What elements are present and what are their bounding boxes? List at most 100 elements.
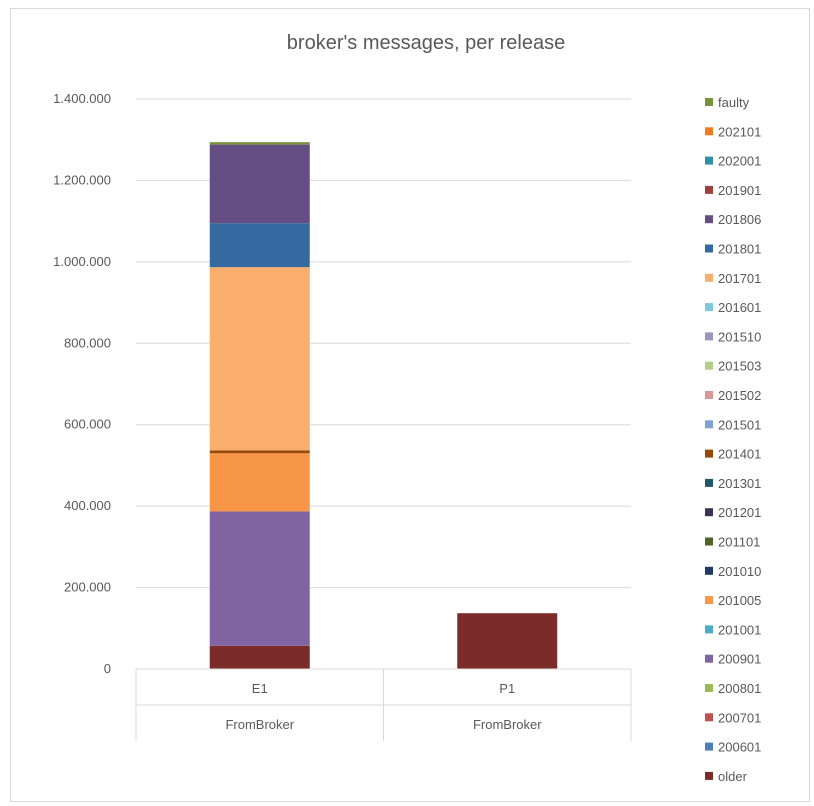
bar-segment-older-P1 [457, 613, 558, 669]
legend-item: 201401 [705, 447, 761, 462]
legend-label: 202101 [718, 124, 761, 139]
legend-swatch [705, 596, 713, 605]
legend-label: 201901 [718, 183, 761, 198]
y-tick-label: 200.000 [64, 580, 111, 595]
legend-item: 201801 [705, 242, 761, 257]
legend-swatch [705, 713, 713, 722]
y-tick-label: 800.000 [64, 335, 111, 350]
y-tick-label: 0 [104, 661, 111, 676]
legend-swatch [705, 185, 713, 194]
legend-label: 201801 [718, 242, 761, 257]
legend-label: 201502 [718, 388, 761, 403]
legend-item: 201001 [705, 622, 761, 637]
legend-item: 202001 [705, 154, 761, 169]
x-category-label: P1 [499, 681, 515, 696]
x-category-label: E1 [252, 681, 268, 696]
legend-item: 201510 [705, 329, 761, 344]
bar-segment-201801-E1 [209, 223, 310, 268]
legend-label: 201001 [718, 622, 761, 637]
chart-area: broker's messages, per release 0 200.000 4… [10, 8, 810, 802]
legend-item: 202101 [705, 124, 761, 139]
legend-label: 201401 [718, 447, 761, 462]
legend-label: 200701 [718, 710, 761, 725]
legend-label: 201201 [718, 505, 761, 520]
legend-item: older [705, 769, 748, 784]
legend: faulty 202101 202001 201901 201806 201801 2017… [705, 95, 761, 784]
y-tick-label: 600.000 [64, 417, 111, 432]
legend-swatch [705, 420, 713, 429]
bar-segment-201401-E1 [209, 450, 310, 454]
legend-item: 201005 [705, 593, 761, 608]
legend-label: 201806 [718, 212, 761, 227]
bar-segment-201005-E1 [209, 453, 310, 512]
chart-title: broker's messages, per release [287, 32, 565, 54]
legend-item: 201806 [705, 212, 761, 227]
legend-item: faulty [705, 95, 750, 110]
legend-item: 201501 [705, 417, 761, 432]
legend-item: 200901 [705, 652, 761, 667]
stacked-bar-chart: broker's messages, per release 0 200.000 4… [53, 32, 761, 784]
legend-swatch [705, 654, 713, 663]
legend-swatch [705, 127, 713, 136]
legend-swatch [705, 684, 713, 692]
bar-segment-201701-E1 [209, 267, 310, 451]
y-tick-label: 1.200.000 [53, 172, 111, 187]
legend-label: 200801 [718, 681, 761, 696]
bars [209, 142, 558, 669]
y-axis-tick-labels: 0 200.000 400.000 600.000 800.000 1.000.000 1.… [53, 91, 111, 676]
legend-item: 200801 [705, 681, 761, 696]
legend-swatch [705, 537, 713, 546]
legend-label: 201501 [718, 417, 761, 432]
legend-label: 201005 [718, 593, 761, 608]
y-tick-label: 1.000.000 [53, 254, 111, 269]
bar-segment-faulty-E1 [209, 142, 310, 145]
legend-swatch [705, 98, 713, 106]
legend-label: faulty [718, 95, 750, 110]
legend-label: 201010 [718, 564, 761, 579]
legend-swatch [705, 742, 713, 751]
y-tick-label: 400.000 [64, 498, 111, 513]
legend-item: 201601 [705, 300, 761, 315]
legend-swatch [705, 771, 713, 780]
legend-item: 201301 [705, 476, 761, 491]
legend-item: 201101 [705, 535, 760, 550]
legend-swatch [705, 156, 713, 165]
legend-item: 201010 [705, 564, 761, 579]
legend-label: 201701 [718, 271, 761, 286]
legend-item: 201701 [705, 271, 761, 286]
legend-item: 201901 [705, 183, 761, 198]
legend-label: 201510 [718, 329, 761, 344]
legend-swatch [705, 391, 713, 399]
legend-swatch [705, 273, 713, 282]
legend-swatch [705, 303, 713, 312]
legend-swatch [705, 478, 713, 487]
x-group-label: FromBroker [225, 717, 294, 732]
y-tick-label: 1.400.000 [53, 91, 111, 106]
legend-swatch [705, 566, 713, 575]
bar-segment-201806-E1 [209, 144, 310, 224]
legend-swatch [705, 244, 713, 253]
legend-label: 201301 [718, 476, 761, 491]
legend-item: 201201 [705, 505, 761, 520]
legend-label: 202001 [718, 154, 761, 169]
legend-swatch [705, 449, 713, 458]
x-group-label: FromBroker [473, 717, 542, 732]
legend-item: 201502 [705, 388, 761, 403]
legend-label: 201101 [718, 535, 760, 550]
legend-swatch [705, 215, 713, 224]
legend-item: 201503 [705, 359, 761, 374]
legend-label: 201601 [718, 300, 761, 315]
legend-label: 200901 [718, 652, 761, 667]
legend-item: 200701 [705, 710, 761, 725]
legend-swatch [705, 625, 713, 634]
legend-swatch [705, 361, 713, 370]
bar-segment-200901-E1 [209, 511, 310, 646]
legend-item: 200601 [705, 740, 761, 755]
legend-label: older [718, 769, 748, 784]
legend-swatch [705, 508, 713, 517]
legend-label: 201503 [718, 359, 761, 374]
bar-segment-older-E1 [209, 645, 310, 669]
x-axis: E1 FromBroker P1 FromBroker [135, 668, 632, 741]
legend-label: 200601 [718, 740, 761, 755]
legend-swatch [705, 332, 713, 341]
